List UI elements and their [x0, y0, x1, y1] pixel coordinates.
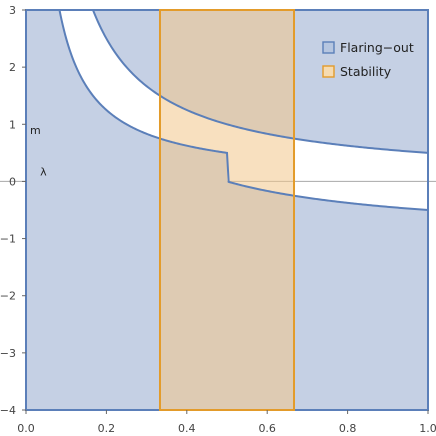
flaring-out-lower-curve [58, 9, 429, 211]
x-tick-label: 0.8 [339, 422, 357, 435]
y-tick-label: 0 [9, 175, 16, 188]
y-tick-label: −1 [0, 233, 16, 246]
legend: Flaring−out Stability [322, 40, 414, 79]
annotation-label: λ [40, 166, 47, 179]
annotation-label: m [30, 124, 41, 137]
stability-fill [159, 10, 295, 410]
y-tick-label: 3 [9, 4, 16, 17]
flaring-out-upper-curve [92, 9, 429, 154]
legend-swatch [322, 41, 335, 54]
y-tick-label: −4 [0, 404, 16, 417]
x-tick-label: 1.0 [419, 422, 436, 435]
legend-swatch [322, 65, 335, 78]
legend-label: Stability [340, 64, 392, 79]
x-tick-label: 0.2 [98, 422, 116, 435]
plot-region-fills [26, 10, 428, 410]
x-tick-label: 0.4 [178, 422, 196, 435]
y-tick-label: 1 [9, 118, 16, 131]
annotations: mλ [30, 124, 47, 179]
axis-ticks: 0.0 0.2 0.4 0.6 0.8 1.0 −4 −3 −2 −1 0 1 2 3 [0, 4, 436, 435]
y-tick-label: −2 [0, 290, 16, 303]
x-tick-label: 0.0 [17, 422, 35, 435]
y-tick-label: 2 [9, 61, 16, 74]
x-tick-label: 0.6 [258, 422, 276, 435]
stability-boundary [158, 9, 296, 411]
legend-label: Flaring−out [340, 40, 414, 55]
y-tick-label: −3 [0, 347, 16, 360]
